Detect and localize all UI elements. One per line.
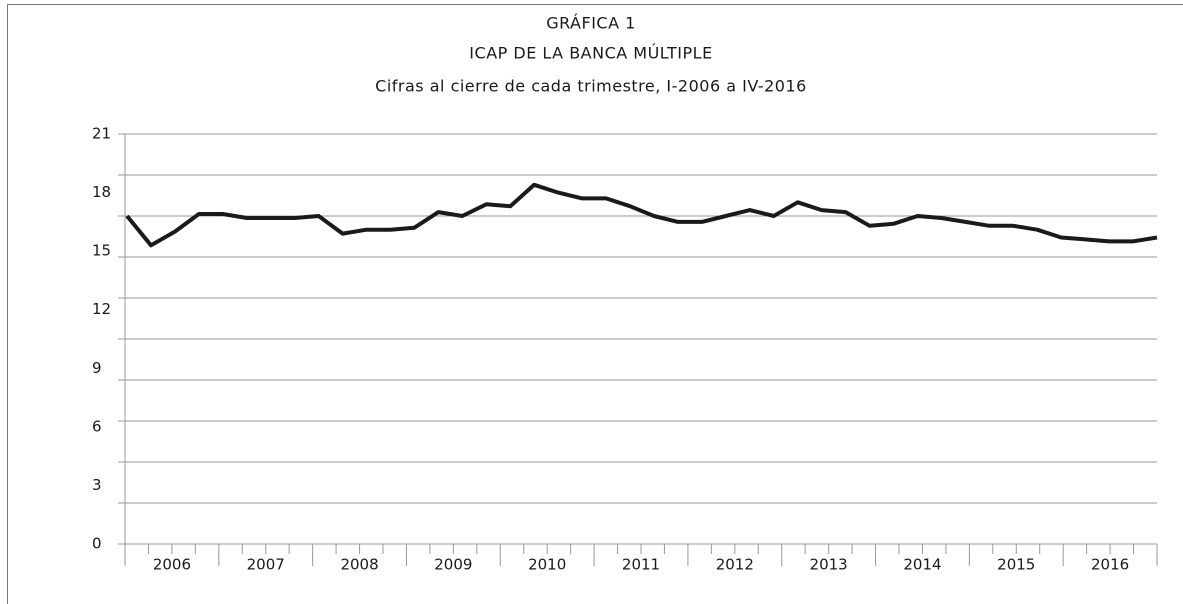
x-tick-label: 2014 — [903, 556, 941, 574]
y-tick-label: 18 — [92, 183, 111, 201]
x-tick-label: 2010 — [528, 556, 566, 574]
y-tick-label: 21 — [92, 125, 111, 143]
y-tick-label: 15 — [92, 242, 111, 260]
chart-caption: Cifras al cierre de cada trimestre, I-20… — [375, 77, 807, 96]
y-tick-label: 9 — [92, 359, 102, 377]
series-line — [125, 182, 1158, 248]
x-tick-label: 2006 — [153, 556, 191, 574]
x-tick-label: 2015 — [997, 556, 1035, 574]
chart-title: GRÁFICA 1 — [546, 14, 636, 33]
y-tick-label: 6 — [92, 417, 102, 435]
x-tick-label: 2013 — [810, 556, 848, 574]
x-tick-label: 2007 — [247, 556, 285, 574]
x-tick-label: 2016 — [1091, 556, 1129, 574]
x-tick-label: 2008 — [340, 556, 378, 574]
x-tick-label: 2011 — [622, 556, 660, 574]
y-tick-label: 3 — [92, 476, 102, 494]
y-tick-label: 0 — [92, 535, 102, 553]
x-tick-label: 2009 — [434, 556, 472, 574]
chart-subtitle: ICAP DE LA BANCA MÚLTIPLE — [469, 44, 712, 63]
x-tick-label: 2012 — [716, 556, 754, 574]
frame — [7, 4, 1183, 604]
y-tick-label: 12 — [92, 300, 111, 318]
